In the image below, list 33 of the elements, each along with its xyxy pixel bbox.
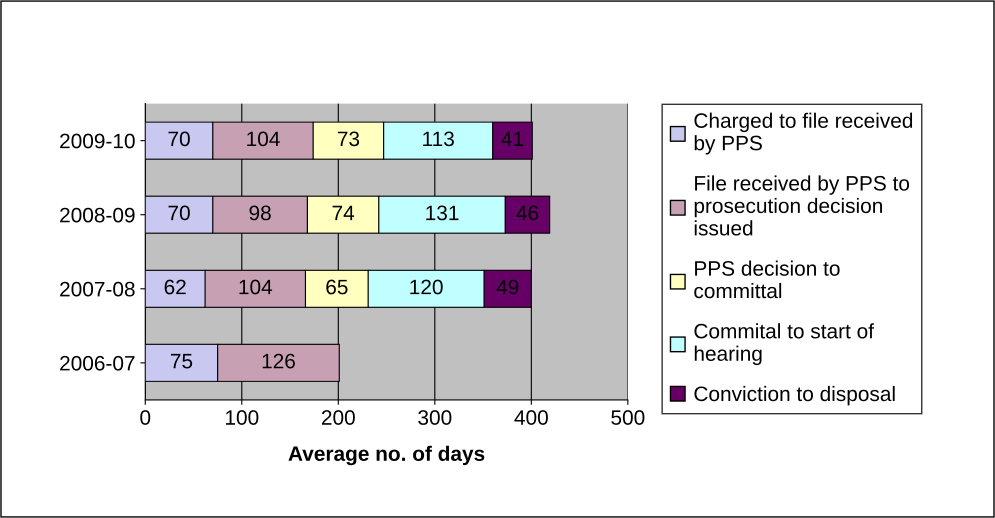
x-tick-label: 0 — [140, 410, 150, 425]
x-tick-label: 400 — [514, 410, 548, 425]
x-tick-label: 100 — [226, 410, 258, 425]
data-label: 113 — [423, 131, 454, 146]
legend-label: File received by PPS to prosecution decision issued — [694, 175, 910, 236]
data-label: 70 — [168, 206, 190, 220]
legend-label: PPS decision to committal — [694, 260, 840, 298]
x-axis-title: Average no. of days — [288, 446, 484, 466]
x-tick-label: 200 — [322, 410, 355, 425]
data-label: 131 — [426, 206, 458, 220]
data-label: 73 — [338, 131, 360, 146]
x-tick-label: 500 — [611, 410, 644, 425]
data-label: 46 — [516, 206, 538, 220]
y-tick-label: 2007-08 — [60, 282, 135, 297]
data-label: 104 — [247, 131, 280, 146]
data-label: 75 — [170, 354, 192, 368]
y-tick-label: 2008-09 — [60, 208, 135, 222]
data-label: 70 — [168, 131, 190, 146]
legend-label: Commital to start of hearing — [694, 323, 874, 366]
y-tick-label: 2006-07 — [60, 356, 135, 371]
data-label: 49 — [496, 280, 518, 294]
x-tick-label: 300 — [418, 410, 452, 425]
y-tick-label: 2009-10 — [60, 134, 135, 148]
data-label: 126 — [262, 354, 295, 368]
legend-label: Charged to file received by PPS — [694, 112, 912, 155]
data-label: 120 — [410, 280, 443, 294]
data-label: 62 — [164, 280, 186, 294]
data-label: 74 — [332, 206, 354, 220]
legend-label: Conviction to disposal — [694, 386, 895, 406]
data-label: 104 — [240, 280, 272, 294]
data-label: 41 — [501, 132, 524, 146]
data-label: 65 — [326, 280, 348, 294]
data-label: 98 — [250, 206, 271, 220]
